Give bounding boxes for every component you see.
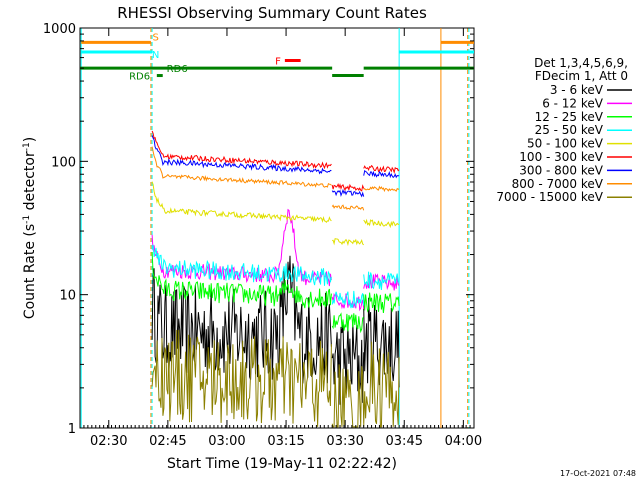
x-axis-ticks: 02:30 02:45 03:00 03:15 03:30 03:45 04:00 bbox=[83, 28, 482, 449]
y-axis-ticks: 1 10 100 1000 bbox=[43, 22, 474, 437]
legend-entry-label: 25 - 50 keV bbox=[535, 123, 604, 137]
x-tick-label: 03:45 bbox=[386, 434, 423, 449]
y-axis-label-sup1: -1 bbox=[22, 215, 32, 224]
x-tick-label: 04:00 bbox=[445, 434, 482, 449]
legend-entry-label: 100 - 300 keV bbox=[519, 150, 603, 164]
y-axis-label-end: ) bbox=[22, 137, 38, 142]
legend: Det 1,3,4,5,6,9,FDecim 1, Att 03 - 6 keV… bbox=[496, 56, 632, 204]
series-line bbox=[151, 146, 400, 211]
chart-title: RHESSI Observing Summary Count Rates bbox=[117, 4, 427, 22]
y-axis-label-main: Count Rate (s bbox=[22, 224, 38, 319]
flag-label: S bbox=[152, 32, 158, 43]
flag-label: N bbox=[152, 50, 159, 61]
y-axis-label-mid: detector bbox=[22, 151, 38, 215]
legend-entry-label: 7000 - 15000 keV bbox=[496, 190, 603, 204]
y-axis-label: Count Rate (s-1 detector-1) bbox=[22, 137, 38, 319]
x-tick-label: 03:00 bbox=[208, 434, 245, 449]
flag-label: RD6 bbox=[129, 72, 150, 83]
x-axis-label: Start Time (19-May-11 02:22:42) bbox=[167, 456, 397, 472]
series-line bbox=[151, 244, 400, 309]
series-line bbox=[151, 329, 400, 428]
y-tick-label: 1 bbox=[68, 422, 76, 437]
legend-entry-label: 800 - 7000 keV bbox=[512, 177, 604, 191]
x-tick-label: 03:15 bbox=[267, 434, 304, 449]
flag-label: F bbox=[275, 57, 281, 68]
legend-entry-label: 12 - 25 keV bbox=[535, 110, 604, 124]
footer-timestamp: 17-Oct-2021 07:48 bbox=[560, 469, 636, 478]
series-layer bbox=[151, 130, 400, 428]
legend-entry-label: 6 - 12 keV bbox=[542, 96, 604, 110]
x-tick-label: 03:30 bbox=[326, 434, 363, 449]
legend-entry-label: 3 - 6 keV bbox=[550, 83, 604, 97]
series-line bbox=[151, 181, 400, 247]
flag-label: RD6 bbox=[167, 64, 188, 75]
series-line bbox=[151, 135, 400, 198]
legend-entry-label: 50 - 100 keV bbox=[527, 137, 604, 151]
y-tick-label: 10 bbox=[59, 289, 76, 304]
legend-header: Det 1,3,4,5,6,9, bbox=[534, 56, 628, 70]
x-tick-label: 02:45 bbox=[149, 434, 186, 449]
y-axis-label-sup2: -1 bbox=[22, 142, 32, 151]
legend-entry-label: 300 - 800 keV bbox=[519, 163, 603, 177]
series-line bbox=[151, 130, 400, 192]
legend-header: FDecim 1, Att 0 bbox=[535, 69, 628, 83]
y-tick-label: 1000 bbox=[43, 22, 76, 37]
x-tick-label: 02:30 bbox=[90, 434, 127, 449]
series-line bbox=[151, 251, 400, 334]
y-tick-label: 100 bbox=[51, 155, 76, 170]
